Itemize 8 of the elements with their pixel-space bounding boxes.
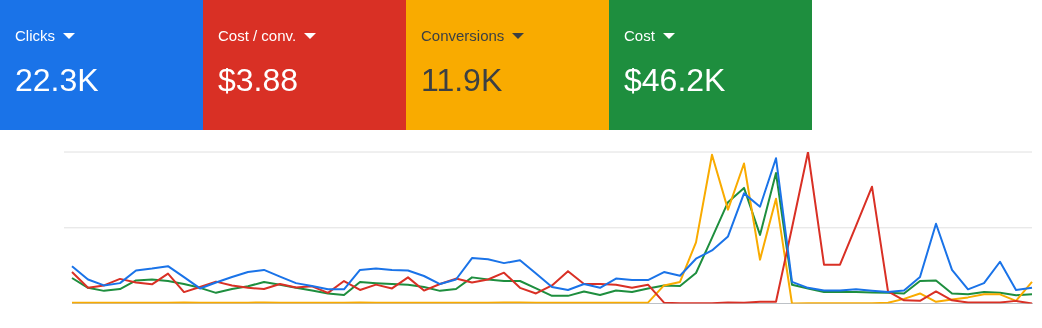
text: 11.9K xyxy=(421,62,503,98)
category-label: Clicks xyxy=(15,27,55,44)
category-label: Cost / conv. xyxy=(218,27,297,44)
text: $3.88 xyxy=(218,62,299,98)
category-label: Cost xyxy=(624,27,655,44)
text: $46.2K xyxy=(624,62,726,98)
category-label: Conversions xyxy=(421,27,505,44)
text: 22.3K xyxy=(15,62,99,98)
